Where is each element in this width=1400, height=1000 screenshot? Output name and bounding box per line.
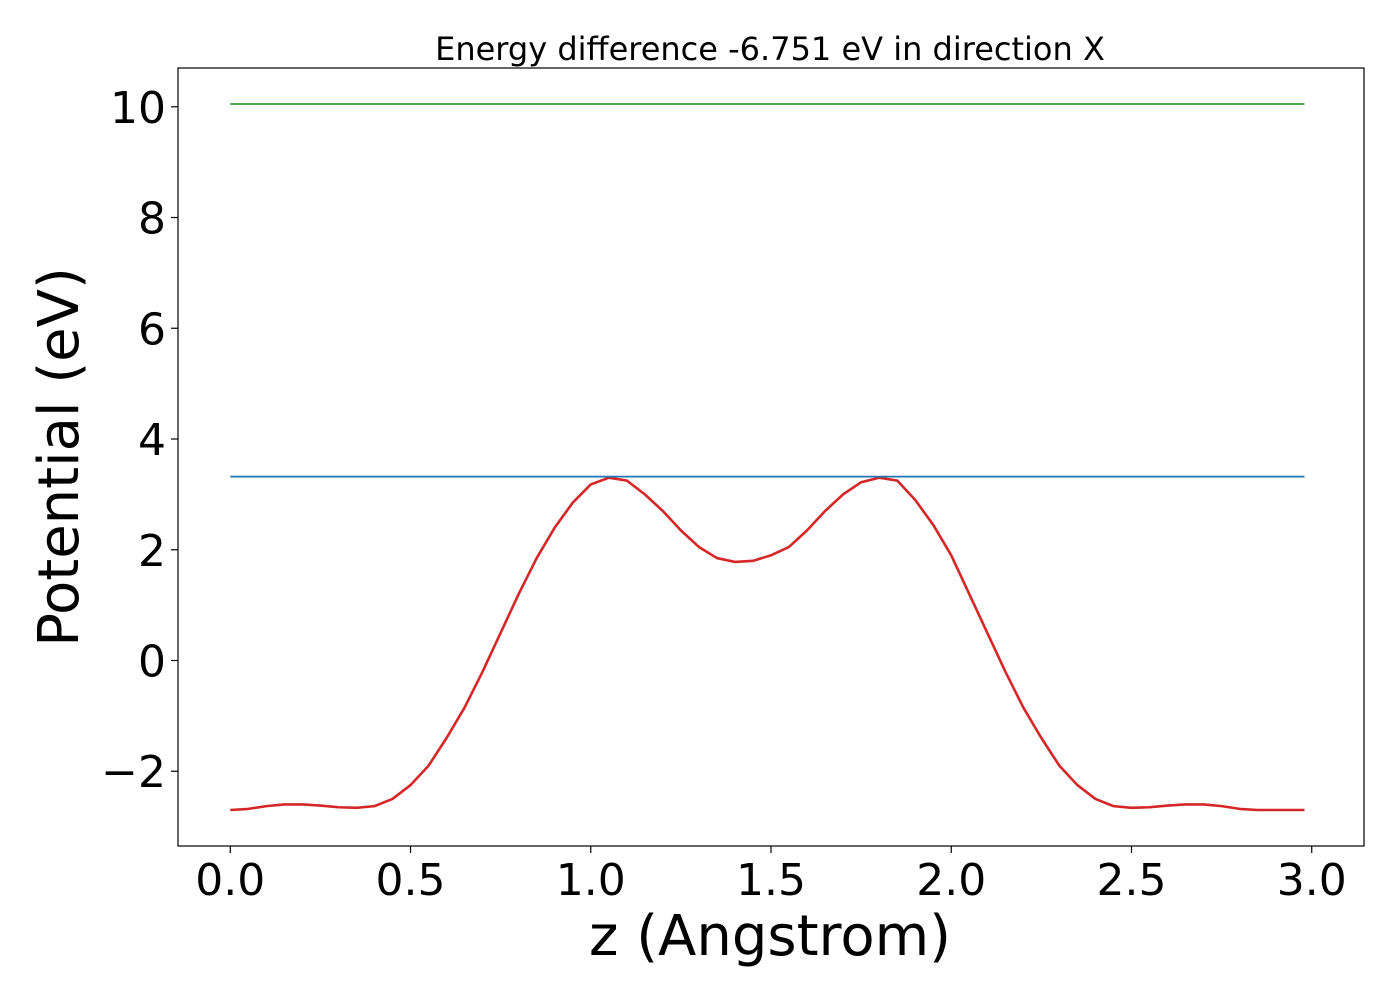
- x-tick-label: 1.5: [736, 855, 806, 906]
- y-axis-ticks: −2 0 2 4 6 8 10: [101, 83, 178, 798]
- y-axis-label: Potential (eV): [27, 267, 92, 647]
- y-tick-label: 6: [138, 304, 166, 355]
- y-tick-label: 0: [138, 636, 166, 687]
- x-axis-ticks: 0.0 0.5 1.0 1.5 2.0 2.5 3.0: [195, 846, 1347, 906]
- x-tick-label: 0.0: [195, 855, 265, 906]
- x-tick-label: 3.0: [1277, 855, 1347, 906]
- series-line-0: [230, 476, 1305, 812]
- y-tick-label: 4: [138, 415, 166, 466]
- x-tick-label: 1.0: [556, 855, 626, 906]
- y-tick-label: 10: [110, 83, 166, 134]
- x-tick-label: 2.5: [1096, 855, 1166, 906]
- plot-area: [230, 103, 1305, 812]
- x-axis-label: z (Angstrom): [589, 904, 951, 969]
- x-tick-label: 0.5: [376, 855, 446, 906]
- plot-frame: [177, 67, 1365, 847]
- y-tick-label: 2: [138, 526, 166, 577]
- y-tick-label: 8: [138, 194, 166, 245]
- y-tick-label: −2: [101, 747, 166, 798]
- chart-title: Energy difference -6.751 eV in direction…: [435, 30, 1105, 68]
- x-tick-label: 2.0: [916, 855, 986, 906]
